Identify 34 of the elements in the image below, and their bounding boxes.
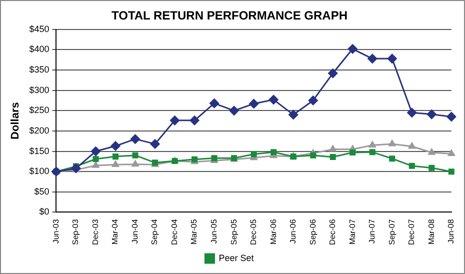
legend-label: Peer Set <box>218 252 254 263</box>
x-tick-label: Mar-06 <box>268 218 278 245</box>
chart-title: TOTAL RETURN PERFORMANCE GRAPH <box>111 8 348 23</box>
x-tick-label: Mar-07 <box>348 218 357 245</box>
x-tick-label: Dec-07 <box>407 218 416 245</box>
y-tick-label: $300 <box>29 84 50 95</box>
y-tick-label: $250 <box>29 105 50 116</box>
x-tick-label: Sep-04 <box>150 218 160 245</box>
y-tick-label: $100 <box>29 166 50 176</box>
y-tick-label: $450 <box>29 24 50 34</box>
x-tick-label: Sep-05 <box>229 218 238 245</box>
x-tick-label: Sep-07 <box>387 218 396 245</box>
x-tick-label: Mar-04 <box>110 218 120 245</box>
x-tick-label: Jun-06 <box>288 218 298 244</box>
y-tick-label: $350 <box>29 64 50 75</box>
x-tick-label: Dec-04 <box>170 218 179 245</box>
x-tick-label: Jun-05 <box>209 218 218 244</box>
x-tick-label: Sep-03 <box>71 218 80 245</box>
y-axis-title: Dollars <box>10 102 22 140</box>
x-tick-label: Dec-06 <box>328 218 338 245</box>
x-tick-label: Dec-03 <box>90 218 100 245</box>
x-tick-label: Jun-08 <box>446 218 456 244</box>
x-tick-label: Mar-08 <box>426 218 436 245</box>
y-tick-label: $150 <box>29 146 50 156</box>
x-tick-label: Dec-05 <box>249 218 258 245</box>
x-tick-label: Jun-07 <box>368 218 377 244</box>
x-tick-label: Mar-05 <box>190 218 199 245</box>
y-tick-label: $200 <box>29 125 50 136</box>
y-tick-label: $0 <box>39 206 50 217</box>
x-tick-label: Sep-06 <box>308 218 318 245</box>
x-tick-label: Jun-03 <box>51 218 60 244</box>
x-tick-label: Jun-04 <box>130 218 140 244</box>
y-tick-label: $50 <box>34 186 50 196</box>
y-tick-label: $400 <box>29 44 50 54</box>
